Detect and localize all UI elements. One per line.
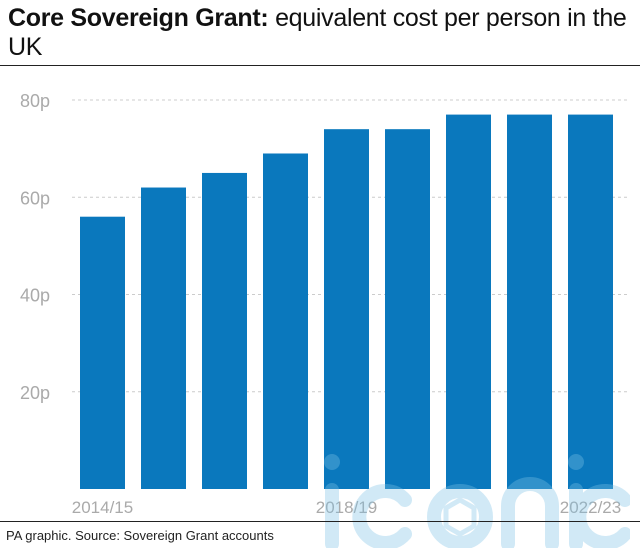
bar	[202, 172, 247, 489]
y-tick-label: 80p	[20, 91, 50, 111]
title-divider	[0, 65, 640, 66]
y-axis-ticks: 20p 40p 60p 80p	[20, 91, 50, 403]
x-tick-label: 2014/15	[72, 498, 133, 517]
x-tick-label: 2018/19	[316, 498, 377, 517]
x-axis-ticks: 2014/15 2018/19 2022/23	[72, 498, 621, 517]
footer-divider	[0, 521, 640, 522]
chart-title: Core Sovereign Grant: equivalent cost pe…	[8, 4, 636, 62]
iconic-watermark-logo	[324, 454, 630, 548]
x-tick-label: 2022/23	[560, 498, 621, 517]
bar-chart: 20p 40p 60p 80p 2014/15 2018/19 2022/23	[20, 91, 628, 517]
bar	[80, 216, 125, 489]
bar	[446, 114, 491, 490]
chart-title-rest: equivalent cost per person in the UK	[8, 4, 627, 61]
y-tick-label: 40p	[20, 286, 50, 306]
y-tick-label: 20p	[20, 383, 50, 403]
bar	[385, 129, 430, 490]
bar	[507, 114, 552, 490]
bars	[80, 114, 613, 490]
bar	[568, 114, 613, 490]
bar	[141, 187, 186, 489]
source-note: PA graphic. Source: Sovereign Grant acco…	[6, 528, 274, 543]
y-tick-label: 60p	[20, 188, 50, 208]
chart-title-bold: Core Sovereign Grant:	[8, 4, 269, 32]
bar	[324, 129, 369, 490]
bar	[263, 153, 308, 490]
